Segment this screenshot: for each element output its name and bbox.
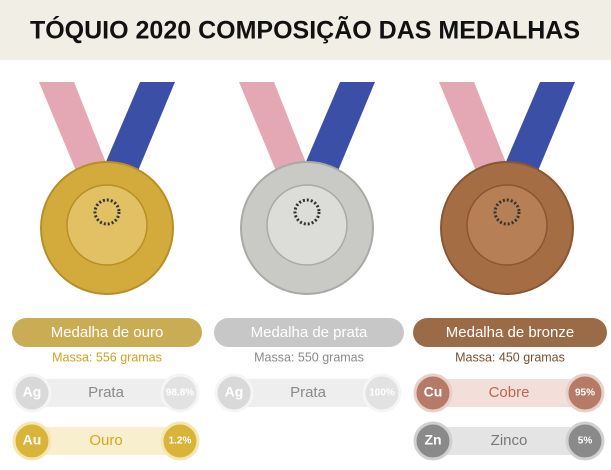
component-band xyxy=(433,427,585,455)
component-band xyxy=(234,379,382,407)
component-symbol: Zn xyxy=(424,432,441,448)
medal-name: Medalha de prata xyxy=(251,324,368,341)
component-percent: 1.2% xyxy=(169,436,192,447)
component-symbol: Ag xyxy=(225,384,244,400)
percent-circle xyxy=(362,373,402,413)
medal-emblem xyxy=(293,198,321,226)
title: TÓQUIO 2020 COMPOSIÇÃO DAS MEDALHAS xyxy=(30,15,580,45)
ribbon-pink xyxy=(39,82,112,178)
symbol-circle xyxy=(12,421,52,461)
ribbon-pink xyxy=(439,82,512,178)
component-band xyxy=(32,427,180,455)
symbol-circle xyxy=(214,373,254,413)
ribbon-blue xyxy=(299,82,375,178)
medal-name: Medalha de ouro xyxy=(51,324,164,341)
component-symbol: Ag xyxy=(23,384,42,400)
component-percent: 100% xyxy=(369,388,395,399)
component-percent: 95% xyxy=(575,388,595,399)
title-band xyxy=(0,0,611,60)
component-band xyxy=(32,379,180,407)
component-percent: 98.8% xyxy=(166,388,194,399)
medal-emblem xyxy=(493,198,521,226)
component-symbol: Cu xyxy=(424,384,443,400)
component-name: Prata xyxy=(290,384,327,401)
medal-inner xyxy=(466,184,548,266)
component-percent: 5% xyxy=(578,436,593,447)
percent-circle xyxy=(565,373,605,413)
component-band xyxy=(433,379,585,407)
ribbon-blue xyxy=(499,82,575,178)
ribbon-blue xyxy=(99,82,175,178)
medal-pill xyxy=(12,318,202,347)
percent-circle xyxy=(565,421,605,461)
medal-inner xyxy=(266,184,348,266)
medal-mass: Massa: 450 gramas xyxy=(455,350,565,364)
medal-pill xyxy=(214,318,404,347)
medal-name: Medalha de bronze xyxy=(446,324,574,341)
ribbon-pink xyxy=(239,82,312,178)
percent-circle xyxy=(160,421,200,461)
component-name: Zinco xyxy=(491,432,528,449)
component-name: Cobre xyxy=(489,384,530,401)
medal-mass: Massa: 550 gramas xyxy=(254,350,364,364)
symbol-circle xyxy=(12,373,52,413)
medal-inner xyxy=(66,184,148,266)
component-symbol: Au xyxy=(23,432,42,448)
symbol-circle xyxy=(413,373,453,413)
percent-circle xyxy=(160,373,200,413)
component-name: Ouro xyxy=(89,432,122,449)
medal-pill xyxy=(413,318,607,347)
medal-emblem xyxy=(93,198,121,226)
component-name: Prata xyxy=(88,384,125,401)
symbol-circle xyxy=(413,421,453,461)
medal-mass: Massa: 556 gramas xyxy=(52,350,162,364)
